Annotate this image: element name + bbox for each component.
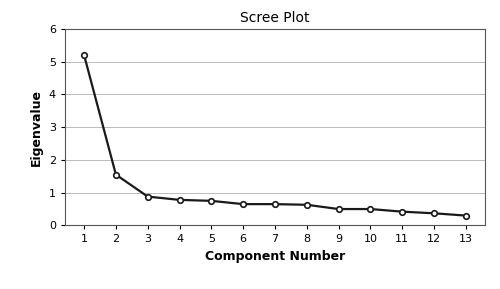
Y-axis label: Eigenvalue: Eigenvalue [30,89,44,166]
Title: Scree Plot: Scree Plot [240,11,310,25]
X-axis label: Component Number: Component Number [205,250,345,263]
